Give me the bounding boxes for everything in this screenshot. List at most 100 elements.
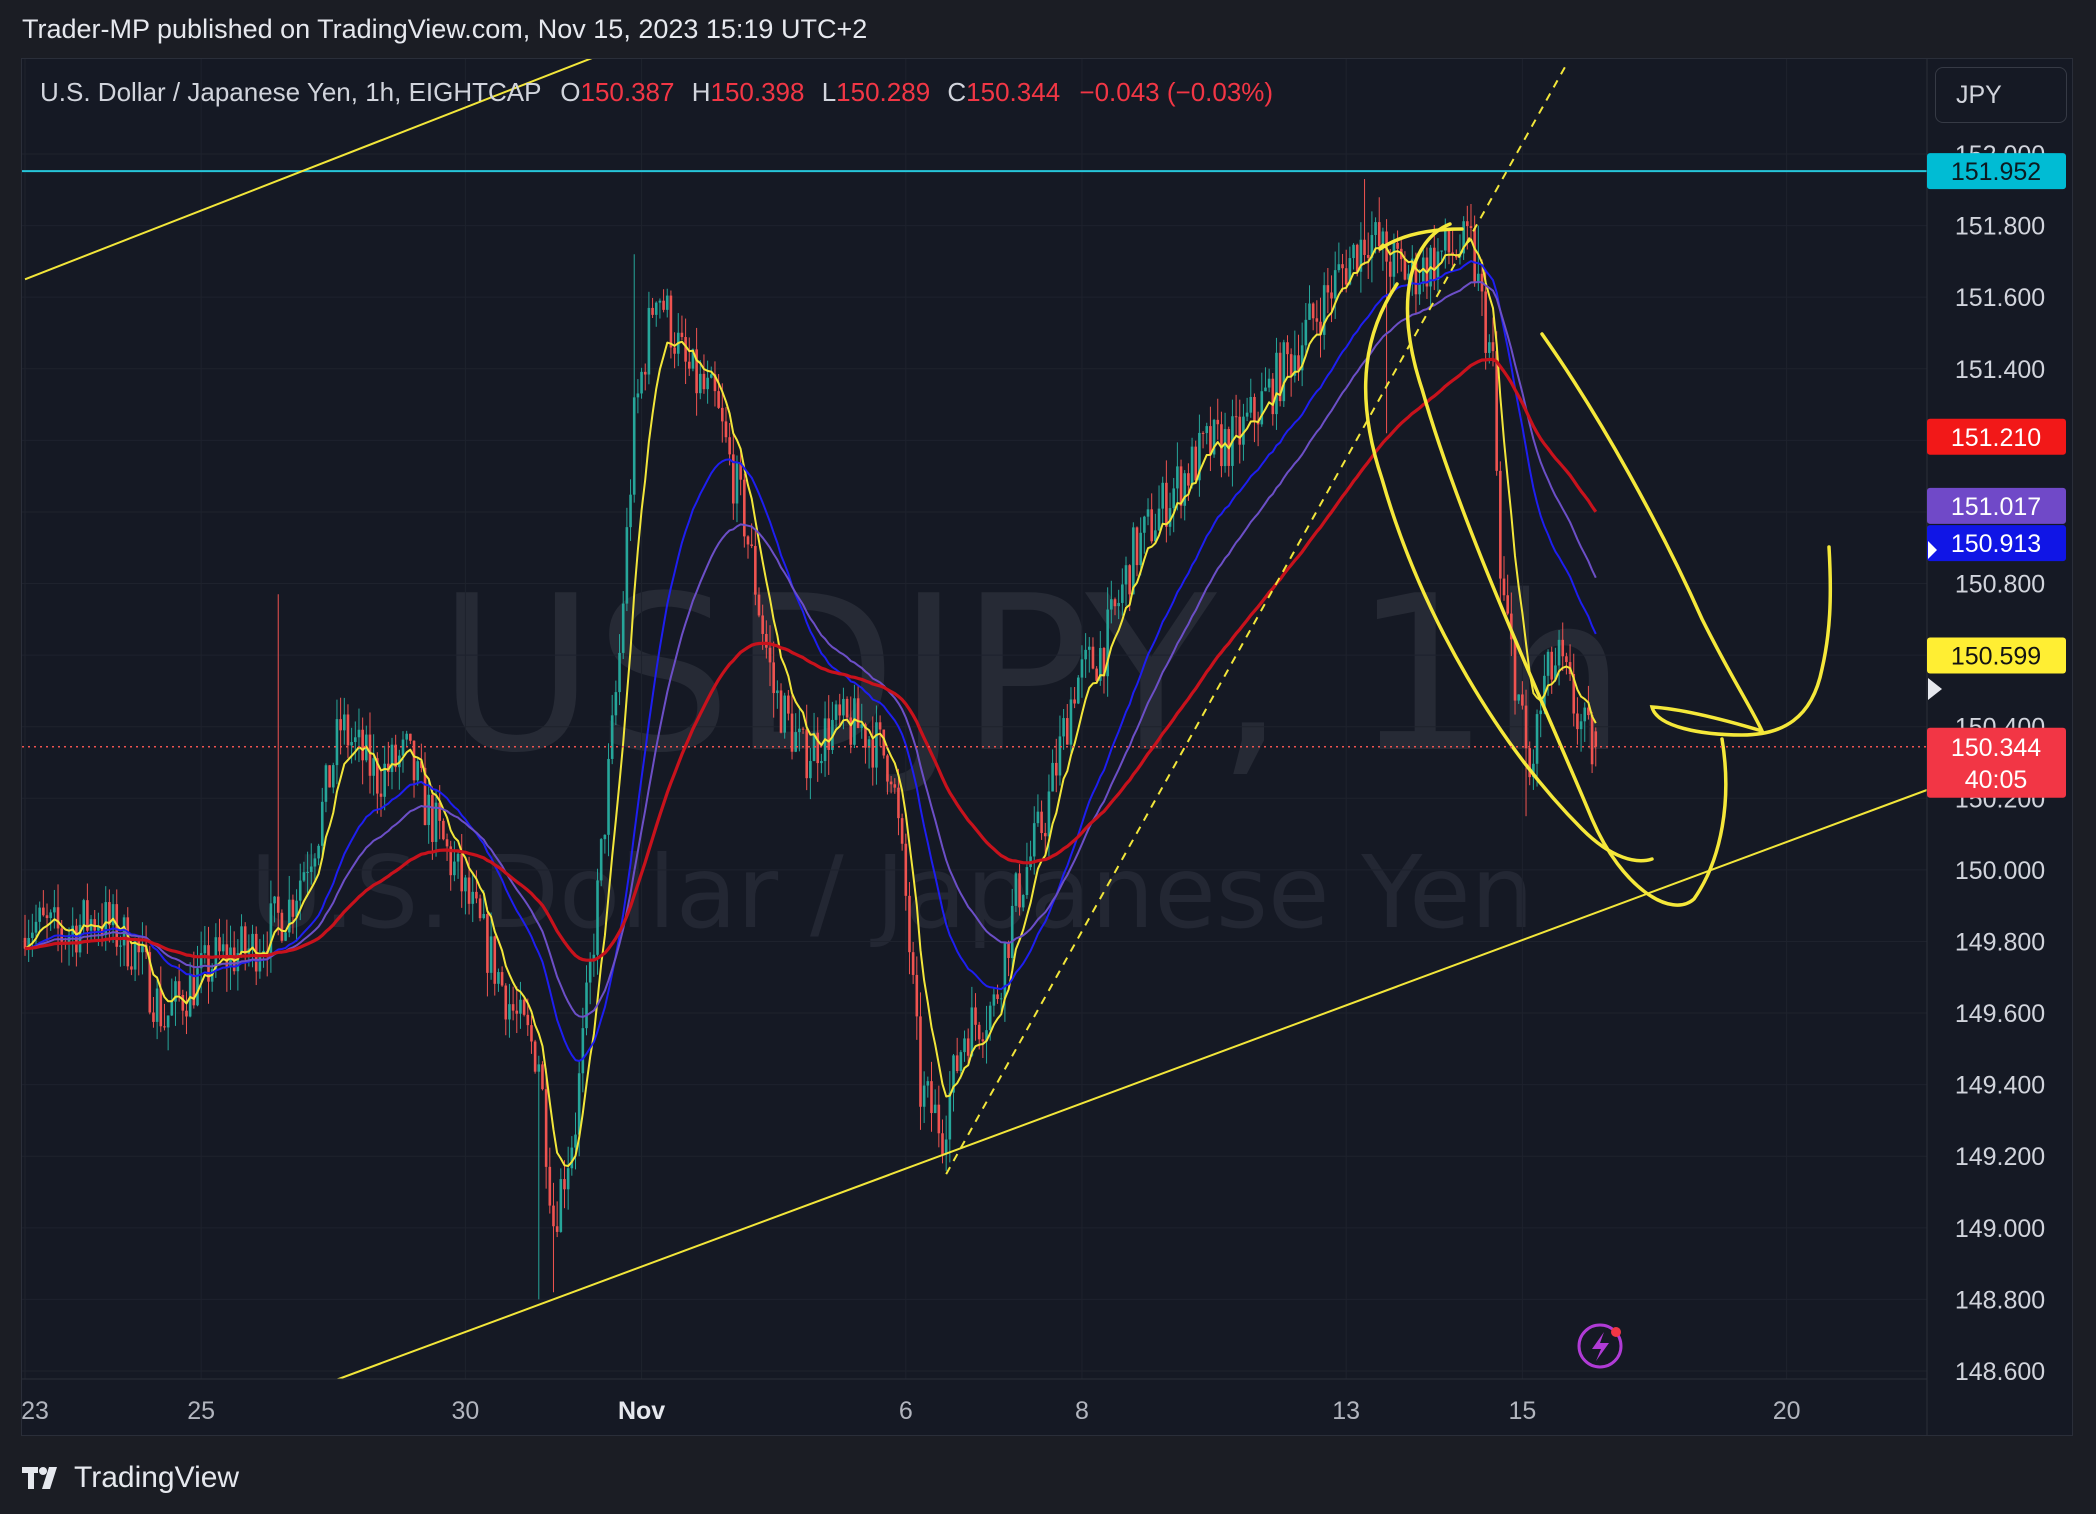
alert-icon[interactable]	[1577, 1323, 1623, 1369]
candle-body	[1315, 318, 1319, 322]
dashed-trendline[interactable]	[945, 64, 1568, 1175]
candle-body	[1488, 342, 1491, 353]
freehand-drawings[interactable]	[1363, 222, 1833, 907]
symbol-legend: U.S. Dollar / Japanese Yen, 1h, EIGHTCAP…	[40, 77, 1273, 108]
candle-body	[1091, 646, 1095, 669]
candle-body	[519, 999, 522, 1014]
candle-body	[563, 1179, 566, 1190]
candle-body	[56, 907, 60, 929]
trendlines[interactable]	[24, 59, 2072, 1408]
candle-body	[834, 704, 838, 720]
candle-body	[1414, 258, 1418, 295]
candle-body	[456, 853, 460, 862]
drawn-curve-1[interactable]	[1405, 222, 1728, 907]
candle-body	[900, 818, 904, 844]
candle-body	[251, 933, 254, 949]
price-chart[interactable]: USDJPY, 1hU.S. Dollar / Japanese Yen 152…	[22, 59, 2072, 1435]
candle-body	[1341, 264, 1344, 269]
candle-body	[1176, 466, 1179, 489]
candle-body	[746, 536, 750, 545]
candle-body	[988, 1005, 992, 1031]
price-tick-label: 151.800	[1955, 213, 2045, 241]
candle-body	[801, 728, 805, 730]
candle-body	[1502, 578, 1506, 596]
candle-body	[1326, 285, 1330, 293]
candle-body	[383, 763, 386, 797]
candle-body	[809, 760, 812, 779]
candle-body	[886, 755, 889, 782]
candle-body	[1587, 707, 1590, 716]
candle-body	[1322, 285, 1326, 335]
lightning-circle[interactable]	[1577, 1323, 1623, 1369]
candle-body	[724, 421, 728, 438]
time-tick-label: 15	[1508, 1397, 1536, 1425]
candle-body	[42, 907, 45, 916]
candle-body	[442, 820, 445, 840]
high-value: 150.398	[710, 77, 805, 107]
currency-button[interactable]: JPY	[1935, 67, 2067, 123]
trendline-2[interactable]	[24, 59, 667, 281]
candle-body	[1286, 342, 1289, 355]
candle-body	[974, 1007, 977, 1025]
candle-body	[1546, 651, 1550, 676]
candle-body	[199, 953, 203, 969]
candle-body	[1278, 352, 1282, 402]
candle-body	[203, 945, 207, 954]
candle-body	[966, 1038, 970, 1056]
drawn-curve-2[interactable]	[1363, 282, 1654, 863]
candle-body	[23, 937, 27, 949]
candle-body	[944, 1139, 948, 1155]
candle-body	[133, 941, 137, 970]
candle-body	[1469, 226, 1473, 228]
candle-body	[1216, 419, 1220, 425]
candle-body	[504, 985, 508, 1020]
candle-body	[1242, 416, 1245, 445]
candle-body	[1128, 565, 1131, 595]
current-price-text: 150.344	[1951, 734, 2041, 762]
candle-body	[669, 295, 673, 348]
candle-body	[412, 740, 416, 781]
candle-body	[93, 919, 97, 931]
candle-body	[1304, 319, 1308, 346]
candle-body	[1198, 432, 1201, 481]
candle-body	[1143, 516, 1146, 533]
candle-body	[985, 1030, 988, 1042]
candle-body	[533, 1041, 537, 1072]
candle-body	[394, 744, 397, 768]
candle-body	[1110, 599, 1113, 610]
drawn-curve-4[interactable]	[1378, 227, 1464, 251]
trendline-1[interactable]	[263, 720, 2072, 1408]
candle-body	[845, 698, 849, 718]
candle-body	[1337, 264, 1341, 271]
candle-body	[754, 545, 757, 595]
candle-body	[1021, 895, 1025, 908]
candle-body	[684, 337, 687, 362]
candle-body	[141, 944, 144, 953]
candle-body	[526, 1014, 530, 1026]
candle-body	[471, 891, 475, 904]
candle-body	[996, 994, 999, 999]
candle-body	[816, 732, 820, 764]
candle-body	[952, 1055, 955, 1093]
candle-body	[1572, 674, 1576, 714]
candle-body	[240, 926, 243, 954]
candle-body	[45, 915, 49, 919]
candle-body	[709, 374, 713, 378]
candle-body	[691, 349, 695, 369]
candle-body	[1271, 378, 1275, 415]
candle-body	[570, 1147, 574, 1169]
chart-frame[interactable]: USDJPY, 1hU.S. Dollar / Japanese Yen 152…	[21, 58, 2073, 1436]
footer-brand[interactable]: TradingView	[74, 1461, 240, 1494]
scroll-right-icon[interactable]	[1928, 678, 1942, 700]
candle-body	[566, 1168, 570, 1190]
candle-body	[1311, 303, 1315, 319]
candle-body	[431, 794, 434, 842]
candle-body	[1113, 599, 1117, 607]
candle-body	[908, 895, 911, 953]
drawn-curve-3[interactable]	[1540, 332, 1833, 737]
candle-body	[739, 463, 742, 480]
candle-body	[100, 926, 104, 935]
lightning-icon[interactable]	[1592, 1332, 1609, 1361]
candle-body	[416, 761, 419, 781]
candle-body	[309, 866, 313, 872]
